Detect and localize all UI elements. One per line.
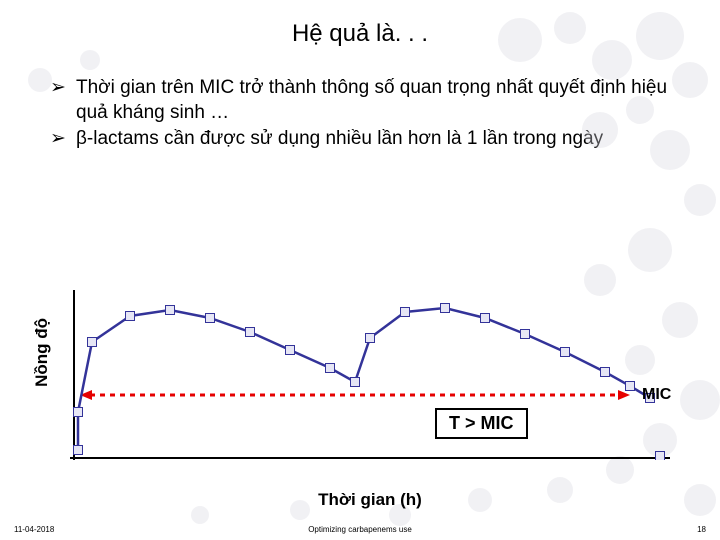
bullet-marker: ➢ <box>50 127 76 152</box>
tmic-box: T > MIC <box>435 408 528 439</box>
mic-label: MIC <box>642 386 671 404</box>
footer: 11-04-2018 18 <box>0 525 720 534</box>
concentration-chart: Nồng độ MIC T > MIC Thời gian (h) <box>70 290 670 480</box>
y-axis-label: Nồng độ <box>32 318 52 387</box>
bullet-text: Thời gian trên MIC trở thành thông số qu… <box>76 76 680 125</box>
footer-date: 11-04-2018 <box>14 525 54 534</box>
bullet-item: ➢ Thời gian trên MIC trở thành thông số … <box>50 76 680 125</box>
footer-page: 18 <box>697 525 706 534</box>
chart-svg <box>70 290 670 460</box>
x-axis-label: Thời gian (h) <box>70 490 670 510</box>
bullet-marker: ➢ <box>50 76 76 125</box>
bullet-item: ➢ β-lactams cần được sử dụng nhiều lần h… <box>50 127 680 152</box>
bullet-list: ➢ Thời gian trên MIC trở thành thông số … <box>0 48 720 152</box>
bullet-text: β-lactams cần được sử dụng nhiều lần hơn… <box>76 127 680 152</box>
page-title: Hệ quả là. . . <box>0 0 720 48</box>
